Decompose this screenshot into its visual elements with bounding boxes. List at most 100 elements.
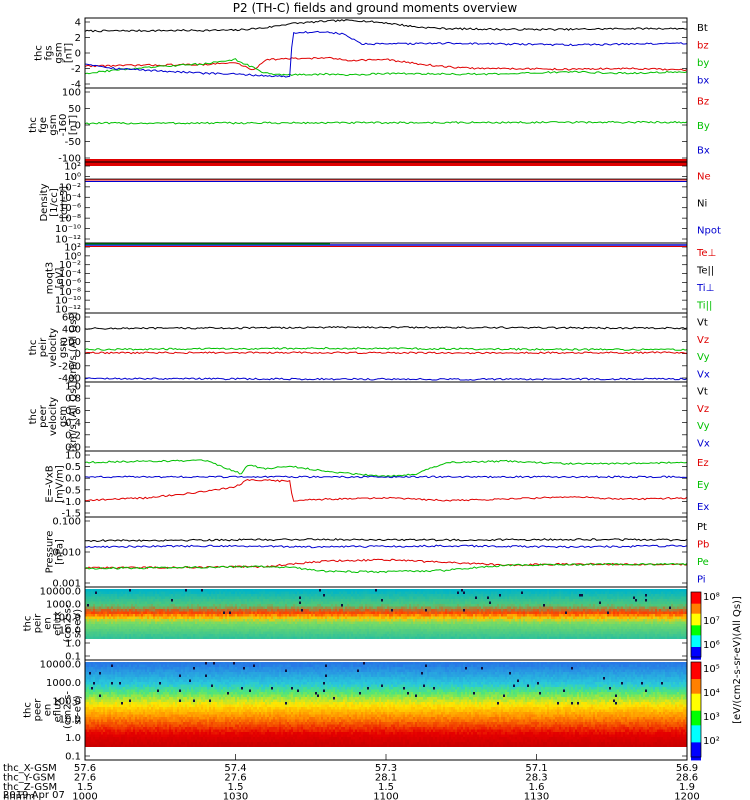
panel-8-spectrogram-cell	[495, 599, 497, 602]
panel-8-spectrogram-cell	[493, 627, 495, 630]
panel-8-spectrogram-cell	[569, 604, 571, 607]
panel-8-spectrogram-cell	[323, 622, 325, 625]
panel-8-spectrogram-cell	[485, 589, 487, 592]
panel-8-spectrogram-cell	[337, 594, 339, 597]
panel-8-spectrogram-cell	[119, 599, 121, 602]
panel-8-spectrogram-cell	[263, 612, 265, 615]
panel-8-spectrogram-cell	[645, 612, 647, 615]
panel-8-spectrogram-cell	[533, 599, 535, 602]
panel-8-spectrogram-cell	[535, 597, 537, 600]
panel-8-spectrogram-cell	[155, 622, 157, 625]
panel-8-spectrogram-cell	[397, 612, 399, 615]
panel-8-spectrogram-cell	[459, 614, 461, 617]
panel-8-spectrogram-cell	[677, 602, 679, 605]
panel-8-spectrogram-cell	[613, 624, 615, 627]
panel-8-spectrogram-cell	[625, 622, 627, 625]
panel-8-spectrogram-cell	[623, 599, 625, 602]
panel-8-spectrogram-cell	[575, 592, 577, 595]
panel-8-spectrogram-cell	[425, 602, 427, 605]
panel-8-spectrogram-cell	[177, 604, 179, 607]
panel-8-spectrogram-cell	[323, 627, 325, 630]
panel-8-spectrogram-cell	[501, 607, 503, 610]
panel-8-spectrogram-cell	[399, 612, 401, 615]
panel-8-spectrogram-cell	[537, 592, 539, 595]
panel-8-spectrogram-cell	[153, 612, 155, 615]
panel-8-spectrogram-cell	[317, 612, 319, 615]
panel-8-spectrogram-cell	[647, 607, 649, 610]
panel-8-spectrogram-cell	[245, 612, 247, 615]
panel-1-series-By	[85, 121, 687, 124]
panel-8-spectrogram-cell	[435, 599, 437, 602]
panel-8-spectrogram-cell	[465, 592, 467, 595]
panel-8-spectrogram-cell	[207, 604, 209, 607]
panel-8-spectrogram-cell	[301, 622, 303, 625]
panel-8-spectrogram-cell	[325, 612, 327, 615]
panel-8-spectrogram-cell	[203, 617, 205, 620]
panel-8-spectrogram-cell	[569, 612, 571, 615]
panel-8-spectrogram-cell	[135, 597, 137, 600]
panel-8-spectrogram-cell	[317, 627, 319, 630]
panel-8-spectrogram-cell	[101, 614, 103, 617]
panel-8-spectrogram-cell	[631, 604, 633, 607]
panel-8-spectrogram-cell	[385, 609, 387, 612]
panel-8-spectrogram-cell	[681, 602, 683, 605]
panel-8-spectrogram-cell	[367, 594, 369, 597]
panel-8-spectrogram-cell	[107, 589, 109, 592]
panel-8-spectrogram-cell	[373, 619, 375, 622]
panel-8-spectrogram-cell	[373, 592, 375, 595]
panel-8-spectrogram-cell	[327, 604, 329, 607]
panel-8-spectrogram-cell	[625, 602, 627, 605]
panel-8-spectrogram-cell	[631, 592, 633, 595]
panel-8-spectrogram-cell	[281, 622, 283, 625]
panel-8-spectrogram-cell	[327, 594, 329, 597]
panel-8-spectrogram-cell	[567, 592, 569, 595]
panel-8-spectrogram-cell	[311, 617, 313, 620]
panel-4-ytick-label: -200	[58, 361, 81, 372]
panel-8-spectrogram-cell	[245, 589, 247, 592]
panel-8-spectrogram-cell	[363, 607, 365, 610]
panel-8-spectrogram-cell	[683, 594, 685, 597]
panel-8-spectrogram-cell	[509, 612, 511, 615]
panel-8-spectrogram-cell	[551, 609, 553, 612]
panel-8-spectrogram-cell	[181, 617, 183, 620]
panel-8-spectrogram-cell	[313, 602, 315, 605]
panel-8-spectrogram-cell	[623, 617, 625, 620]
panel-8-spectrogram-cell	[645, 622, 647, 625]
panel-8-spectrogram-cell	[351, 612, 353, 615]
panel-8-spectrogram-cell	[455, 614, 457, 617]
panel-8-spectrogram-cell	[335, 599, 337, 602]
panel-8-spectrogram-cell	[115, 602, 117, 605]
panel-8-spectrogram-cell	[263, 592, 265, 595]
panel-8-spectrogram-cell	[135, 607, 137, 610]
panel-8-spectrogram-cell	[187, 602, 189, 605]
panel-8-spectrogram-cell	[195, 627, 197, 630]
panel-8-spectrogram-cell	[675, 592, 677, 595]
panel-8-spectrogram-cell	[605, 622, 607, 625]
panel-8-spectrogram-cell	[485, 614, 487, 617]
panel-8-spectrogram-cell	[457, 627, 459, 630]
panel-8-spectrogram-cell	[591, 612, 593, 615]
panel-8-spectrogram-cell	[563, 622, 565, 625]
panel-8-spectrogram-cell	[559, 619, 561, 622]
panel-8-spectrogram-cell	[161, 594, 163, 597]
panel-8-spectrogram-cell	[499, 627, 501, 630]
panel-8-spectrogram-cell	[663, 592, 665, 595]
panel-1-legend-Bz: Bz	[697, 96, 709, 107]
panel-8-spectrogram-cell	[279, 614, 281, 617]
panel-8-spectrogram-cell	[289, 589, 291, 592]
panel-8-spectrogram-cell	[613, 617, 615, 620]
panel-8-spectrogram-cell	[209, 589, 211, 592]
panel-8-spectrogram-cell	[681, 607, 683, 610]
panel-8-spectrogram-cell	[507, 622, 509, 625]
panel-8-spectrogram-cell	[563, 589, 565, 592]
panel-8-spectrogram-cell	[301, 604, 303, 607]
panel-8-spectrogram-cell	[401, 614, 403, 617]
panel-8-spectrogram-cell	[335, 624, 337, 627]
panel-8-spectrogram-cell	[99, 627, 101, 630]
panel-8-spectrogram-cell	[289, 619, 291, 622]
panel-8-spectrogram-cell	[171, 592, 173, 595]
panel-8-spectrogram-cell	[287, 594, 289, 597]
panel-8-spectrogram-cell	[663, 622, 665, 625]
panel-8-spectrogram-cell	[257, 614, 259, 617]
panel-8-spectrogram-cell	[611, 609, 613, 612]
